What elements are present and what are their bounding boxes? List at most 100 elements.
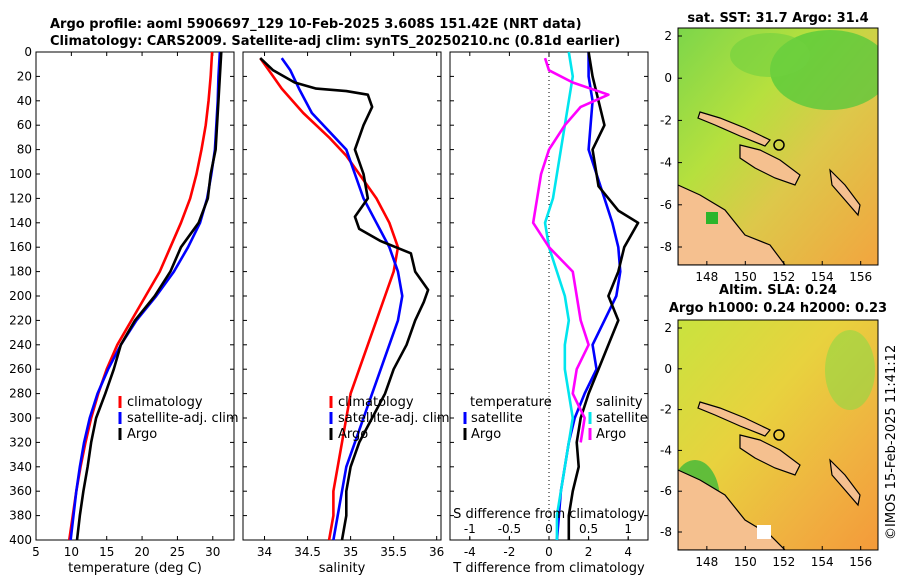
series-line-argo	[75, 51, 223, 541]
map-y-tick-label: -4	[660, 443, 672, 457]
title-line-1: Argo profile: aoml 5906697_129 10-Feb-20…	[50, 17, 582, 32]
y-tick-label: 60	[17, 118, 32, 132]
argo-position-marker	[773, 139, 785, 151]
x-tick-label: 30	[205, 545, 220, 559]
series-line-climatology	[67, 51, 214, 541]
top-x-tick-label: 1	[624, 522, 632, 536]
legend-temperature-title: temperature	[470, 395, 552, 410]
sst-pixel	[706, 212, 718, 224]
legend-argo-label: Argo	[127, 427, 157, 442]
y-tick-label: 140	[9, 216, 32, 230]
map-x-tick-label: 150	[734, 270, 757, 284]
x-tick-label: 20	[134, 545, 149, 559]
salinity-xlabel: salinity	[319, 561, 366, 576]
temperature-legend: climatology satellite-adj. clim Argo	[118, 395, 239, 442]
series-line-argo	[259, 57, 430, 541]
top-x-tick-label: 0	[545, 522, 553, 536]
y-tick-label: 380	[9, 509, 32, 523]
sst-map-title: sat. SST: 31.7 Argo: 31.4	[687, 11, 868, 26]
sla-map-title: Altim. SLA: 0.24	[719, 283, 837, 298]
title-line-2: Climatology: CARS2009. Satellite-adj cli…	[50, 34, 620, 49]
x-tick-label: 15	[99, 545, 114, 559]
sla-map-frame	[677, 319, 879, 551]
y-tick-label: 240	[9, 338, 32, 352]
new-britain-land	[739, 434, 801, 476]
series-line-s-satellite	[543, 51, 575, 540]
map-y-tick-label: -6	[660, 198, 672, 212]
sst-map: sat. SST: 31.7 Argo: 31.4 148 150 152 154 15…	[660, 11, 879, 284]
y-tick-label: 400	[9, 533, 32, 547]
x-tick-label: 4	[624, 545, 632, 559]
top-x-tick-label: -1	[464, 522, 476, 536]
difference-legend: temperature satellite Argo salinity sate…	[463, 395, 648, 442]
map-y-tick-label: -4	[660, 156, 672, 170]
map-x-tick-label: 148	[695, 270, 718, 284]
map-x-tick-label: 148	[695, 555, 718, 569]
y-tick-label: 280	[9, 387, 32, 401]
legend-t-argo-label: Argo	[471, 427, 501, 442]
temperature-axes-box	[35, 51, 235, 541]
map-y-tick-label: -8	[660, 525, 672, 539]
map-x-tick-label: 150	[734, 555, 757, 569]
y-tick-label: 260	[9, 362, 32, 376]
x-tick-label: 34.5	[294, 545, 321, 559]
legend-s-argo-label: Argo	[596, 427, 626, 442]
temperature-panel: 5 10 15 20 25 3002040608010012014016018020022…	[9, 45, 239, 576]
difference-ticks: -4 -2 0 2 4 -1 -0.5 0 0.5 1	[450, 51, 648, 559]
y-tick-label: 360	[9, 484, 32, 498]
top-x-tick-label: -0.5	[498, 522, 521, 536]
legend-t-satellite-label: satellite	[471, 411, 523, 426]
map-x-tick-label: 152	[772, 555, 795, 569]
x-tick-label: 36	[429, 545, 444, 559]
salinity-legend: climatology satellite-adj. clim Argo	[329, 395, 450, 442]
y-tick-label: 200	[9, 289, 32, 303]
y-tick-label: 180	[9, 265, 32, 279]
temperature-ticks: 5 10 15 20 25 3002040608010012014016018020022…	[9, 45, 234, 559]
x-tick-label: 0	[545, 545, 553, 559]
map-y-tick-label: 2	[664, 321, 672, 335]
sla-map-subtitle: Argo h1000: 0.24 h2000: 0.23	[669, 301, 887, 316]
series-line-s-argo	[531, 57, 610, 443]
salinity-ticks: 34 34.5 35 35.5 36	[243, 51, 444, 559]
x-tick-label: 35	[343, 545, 358, 559]
argo-position-marker	[773, 429, 785, 441]
sst-map-frame	[677, 27, 879, 266]
salinity-lines	[259, 57, 430, 541]
sla-patch	[825, 330, 875, 410]
sla-map-ticks: 148 150 152 154 156 2 0 -2 -4 -6 -8	[660, 321, 872, 569]
map-y-tick-label: -8	[660, 240, 672, 254]
legend-argo-label: Argo	[338, 427, 368, 442]
y-tick-label: 160	[9, 240, 32, 254]
sla-missing-pixel	[757, 525, 771, 539]
map-x-tick-label: 156	[849, 555, 872, 569]
x-tick-label: 34	[257, 545, 272, 559]
salinity-axes-box	[242, 51, 442, 541]
x-tick-label: 10	[64, 545, 79, 559]
bougainville-land	[829, 168, 861, 217]
y-tick-label: 120	[9, 191, 32, 205]
map-x-tick-label: 154	[811, 555, 834, 569]
temperature-lines	[67, 51, 223, 541]
salinity-panel: 34 34.5 35 35.5 36 salinity climatology sate…	[242, 51, 450, 576]
x-tick-label: -2	[503, 545, 515, 559]
y-tick-label: 320	[9, 435, 32, 449]
new-ireland-land	[697, 111, 771, 147]
y-tick-label: 100	[9, 167, 32, 181]
x-tick-label: 2	[585, 545, 593, 559]
legend-salinity-title: salinity	[596, 395, 643, 410]
series-line-satellite-adj-clim	[280, 57, 404, 541]
map-x-tick-label: 152	[772, 270, 795, 284]
x-tick-label: 5	[32, 545, 40, 559]
y-tick-label: 220	[9, 313, 32, 327]
x-tick-label: 35.5	[380, 545, 407, 559]
sst-map-ticks: 148 150 152 154 156 2 0 -2 -4 -6 -8	[660, 29, 872, 284]
sla-map: Altim. SLA: 0.24 Argo h1000: 0.24 h2000:…	[660, 283, 887, 569]
map-y-tick-label: -2	[660, 113, 672, 127]
legend-satellite-label: satellite-adj. clim	[127, 411, 239, 426]
map-x-tick-label: 154	[811, 270, 834, 284]
map-y-tick-label: -2	[660, 403, 672, 417]
map-y-tick-label: 0	[664, 71, 672, 85]
new-ireland-land	[697, 401, 771, 437]
imos-credit: ©IMOS 15-Feb-2025 11:41:12	[884, 345, 899, 540]
